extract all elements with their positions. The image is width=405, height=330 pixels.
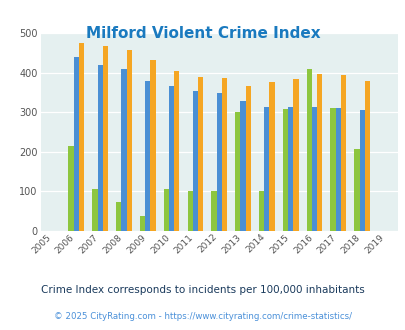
- Bar: [174, 71, 179, 231]
- Bar: [187, 191, 192, 231]
- Bar: [240, 101, 245, 231]
- Bar: [282, 110, 288, 231]
- Bar: [234, 112, 240, 231]
- Bar: [102, 46, 108, 231]
- Bar: [245, 86, 250, 231]
- Bar: [316, 74, 322, 231]
- Bar: [211, 191, 216, 231]
- Text: © 2025 CityRating.com - https://www.cityrating.com/crime-statistics/: © 2025 CityRating.com - https://www.city…: [54, 312, 351, 321]
- Bar: [258, 191, 264, 231]
- Bar: [340, 75, 345, 231]
- Bar: [335, 108, 340, 231]
- Bar: [288, 108, 292, 231]
- Bar: [198, 77, 203, 231]
- Bar: [216, 93, 221, 231]
- Bar: [168, 86, 174, 231]
- Bar: [221, 78, 226, 231]
- Bar: [292, 79, 298, 231]
- Text: Crime Index corresponds to incidents per 100,000 inhabitants: Crime Index corresponds to incidents per…: [41, 285, 364, 295]
- Bar: [74, 57, 79, 231]
- Bar: [145, 81, 150, 231]
- Bar: [330, 108, 335, 231]
- Bar: [97, 65, 102, 231]
- Bar: [121, 69, 126, 231]
- Bar: [269, 82, 274, 231]
- Bar: [354, 148, 359, 231]
- Bar: [92, 189, 97, 231]
- Text: Milford Violent Crime Index: Milford Violent Crime Index: [85, 26, 320, 41]
- Bar: [311, 107, 316, 231]
- Bar: [359, 110, 364, 231]
- Bar: [163, 189, 168, 231]
- Bar: [126, 50, 132, 231]
- Bar: [68, 146, 74, 231]
- Bar: [264, 107, 269, 231]
- Bar: [306, 69, 311, 231]
- Bar: [150, 60, 155, 231]
- Bar: [79, 43, 84, 231]
- Bar: [364, 81, 369, 231]
- Bar: [192, 91, 198, 231]
- Bar: [140, 216, 145, 231]
- Bar: [116, 203, 121, 231]
